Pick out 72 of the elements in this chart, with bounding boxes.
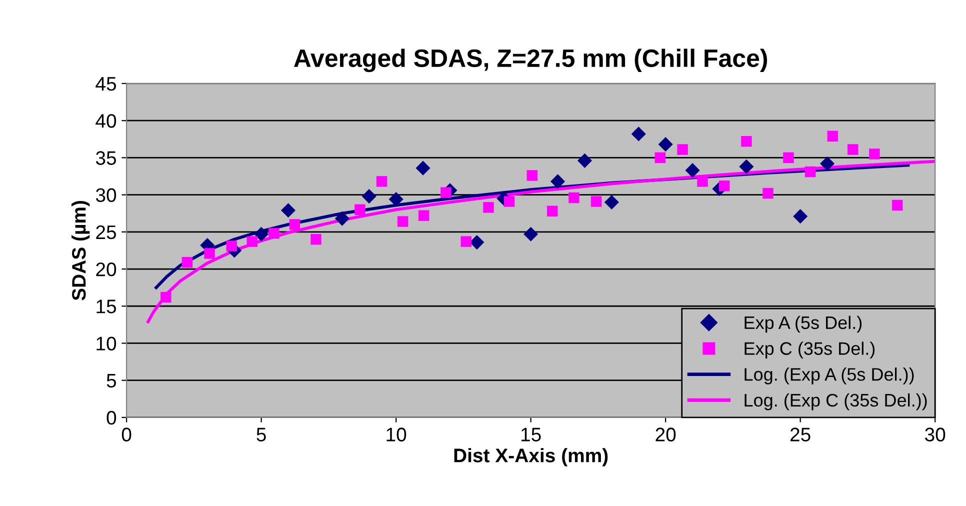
point	[550, 174, 566, 189]
point	[547, 206, 558, 217]
y-tick-label: 40	[96, 114, 116, 128]
point	[289, 219, 300, 230]
point	[892, 200, 903, 211]
point	[310, 234, 322, 245]
point	[182, 256, 193, 268]
point	[483, 202, 494, 213]
legend-label: Exp C (35s Del.)	[744, 342, 875, 359]
point	[460, 236, 472, 247]
y-axis-title: SDAS (µm)	[72, 201, 90, 300]
point	[376, 176, 388, 187]
point	[226, 240, 238, 252]
point	[677, 144, 688, 155]
point	[524, 226, 538, 242]
point	[334, 211, 350, 226]
x-tick-label: 0	[122, 428, 132, 442]
point	[526, 170, 538, 181]
point	[804, 166, 816, 178]
point	[631, 126, 646, 142]
point	[762, 188, 774, 199]
point	[268, 228, 280, 239]
point	[160, 292, 172, 303]
point	[848, 144, 858, 155]
x-tick-label: 20	[656, 428, 676, 442]
point	[658, 137, 673, 152]
x-tick-label: 5	[256, 428, 266, 442]
x-tick-label: 10	[386, 428, 406, 442]
point	[280, 203, 296, 218]
point	[697, 176, 708, 187]
legend-label: Log. (Exp C (35s Del.))	[744, 393, 927, 410]
point	[568, 192, 580, 204]
point	[604, 194, 619, 210]
chart-title: Averaged SDAS, Z=27.5 mm (Chill Face)	[294, 48, 768, 72]
x-tick-label: 15	[521, 428, 541, 442]
point	[246, 236, 258, 247]
point	[577, 153, 592, 168]
point	[654, 152, 666, 164]
point	[204, 248, 215, 259]
y-tick-label: 20	[96, 262, 116, 276]
legend-label: Exp A (5s Del.)	[744, 316, 862, 333]
point	[820, 156, 835, 171]
point	[793, 209, 808, 224]
point	[440, 187, 452, 198]
y-tick-label: 10	[96, 336, 116, 350]
legend-label: Log. (Exp A (5s Del.))	[744, 368, 914, 384]
y-tick-label: 30	[96, 188, 116, 202]
point	[827, 130, 838, 142]
y-tick-label: 45	[96, 77, 116, 91]
point	[590, 196, 602, 207]
point	[470, 235, 484, 250]
y-tick-label: 35	[96, 151, 116, 165]
point	[741, 136, 752, 147]
point	[869, 148, 880, 160]
point	[416, 160, 430, 176]
point	[739, 159, 754, 174]
x-axis-title: Dist X-Axis (mm)	[454, 448, 608, 466]
point	[397, 216, 408, 227]
point	[362, 189, 376, 204]
point	[718, 180, 730, 192]
point	[783, 152, 794, 164]
point	[254, 226, 269, 242]
point	[354, 204, 366, 216]
point	[504, 196, 515, 207]
point	[418, 210, 430, 221]
y-tick-label: 5	[106, 374, 116, 388]
x-tick-label: 30	[925, 428, 946, 442]
x-tick-label: 25	[790, 428, 810, 442]
y-tick-label: 25	[96, 225, 116, 240]
point	[685, 163, 700, 178]
y-tick-label: 15	[96, 300, 116, 314]
y-tick-label: 0	[106, 410, 116, 425]
